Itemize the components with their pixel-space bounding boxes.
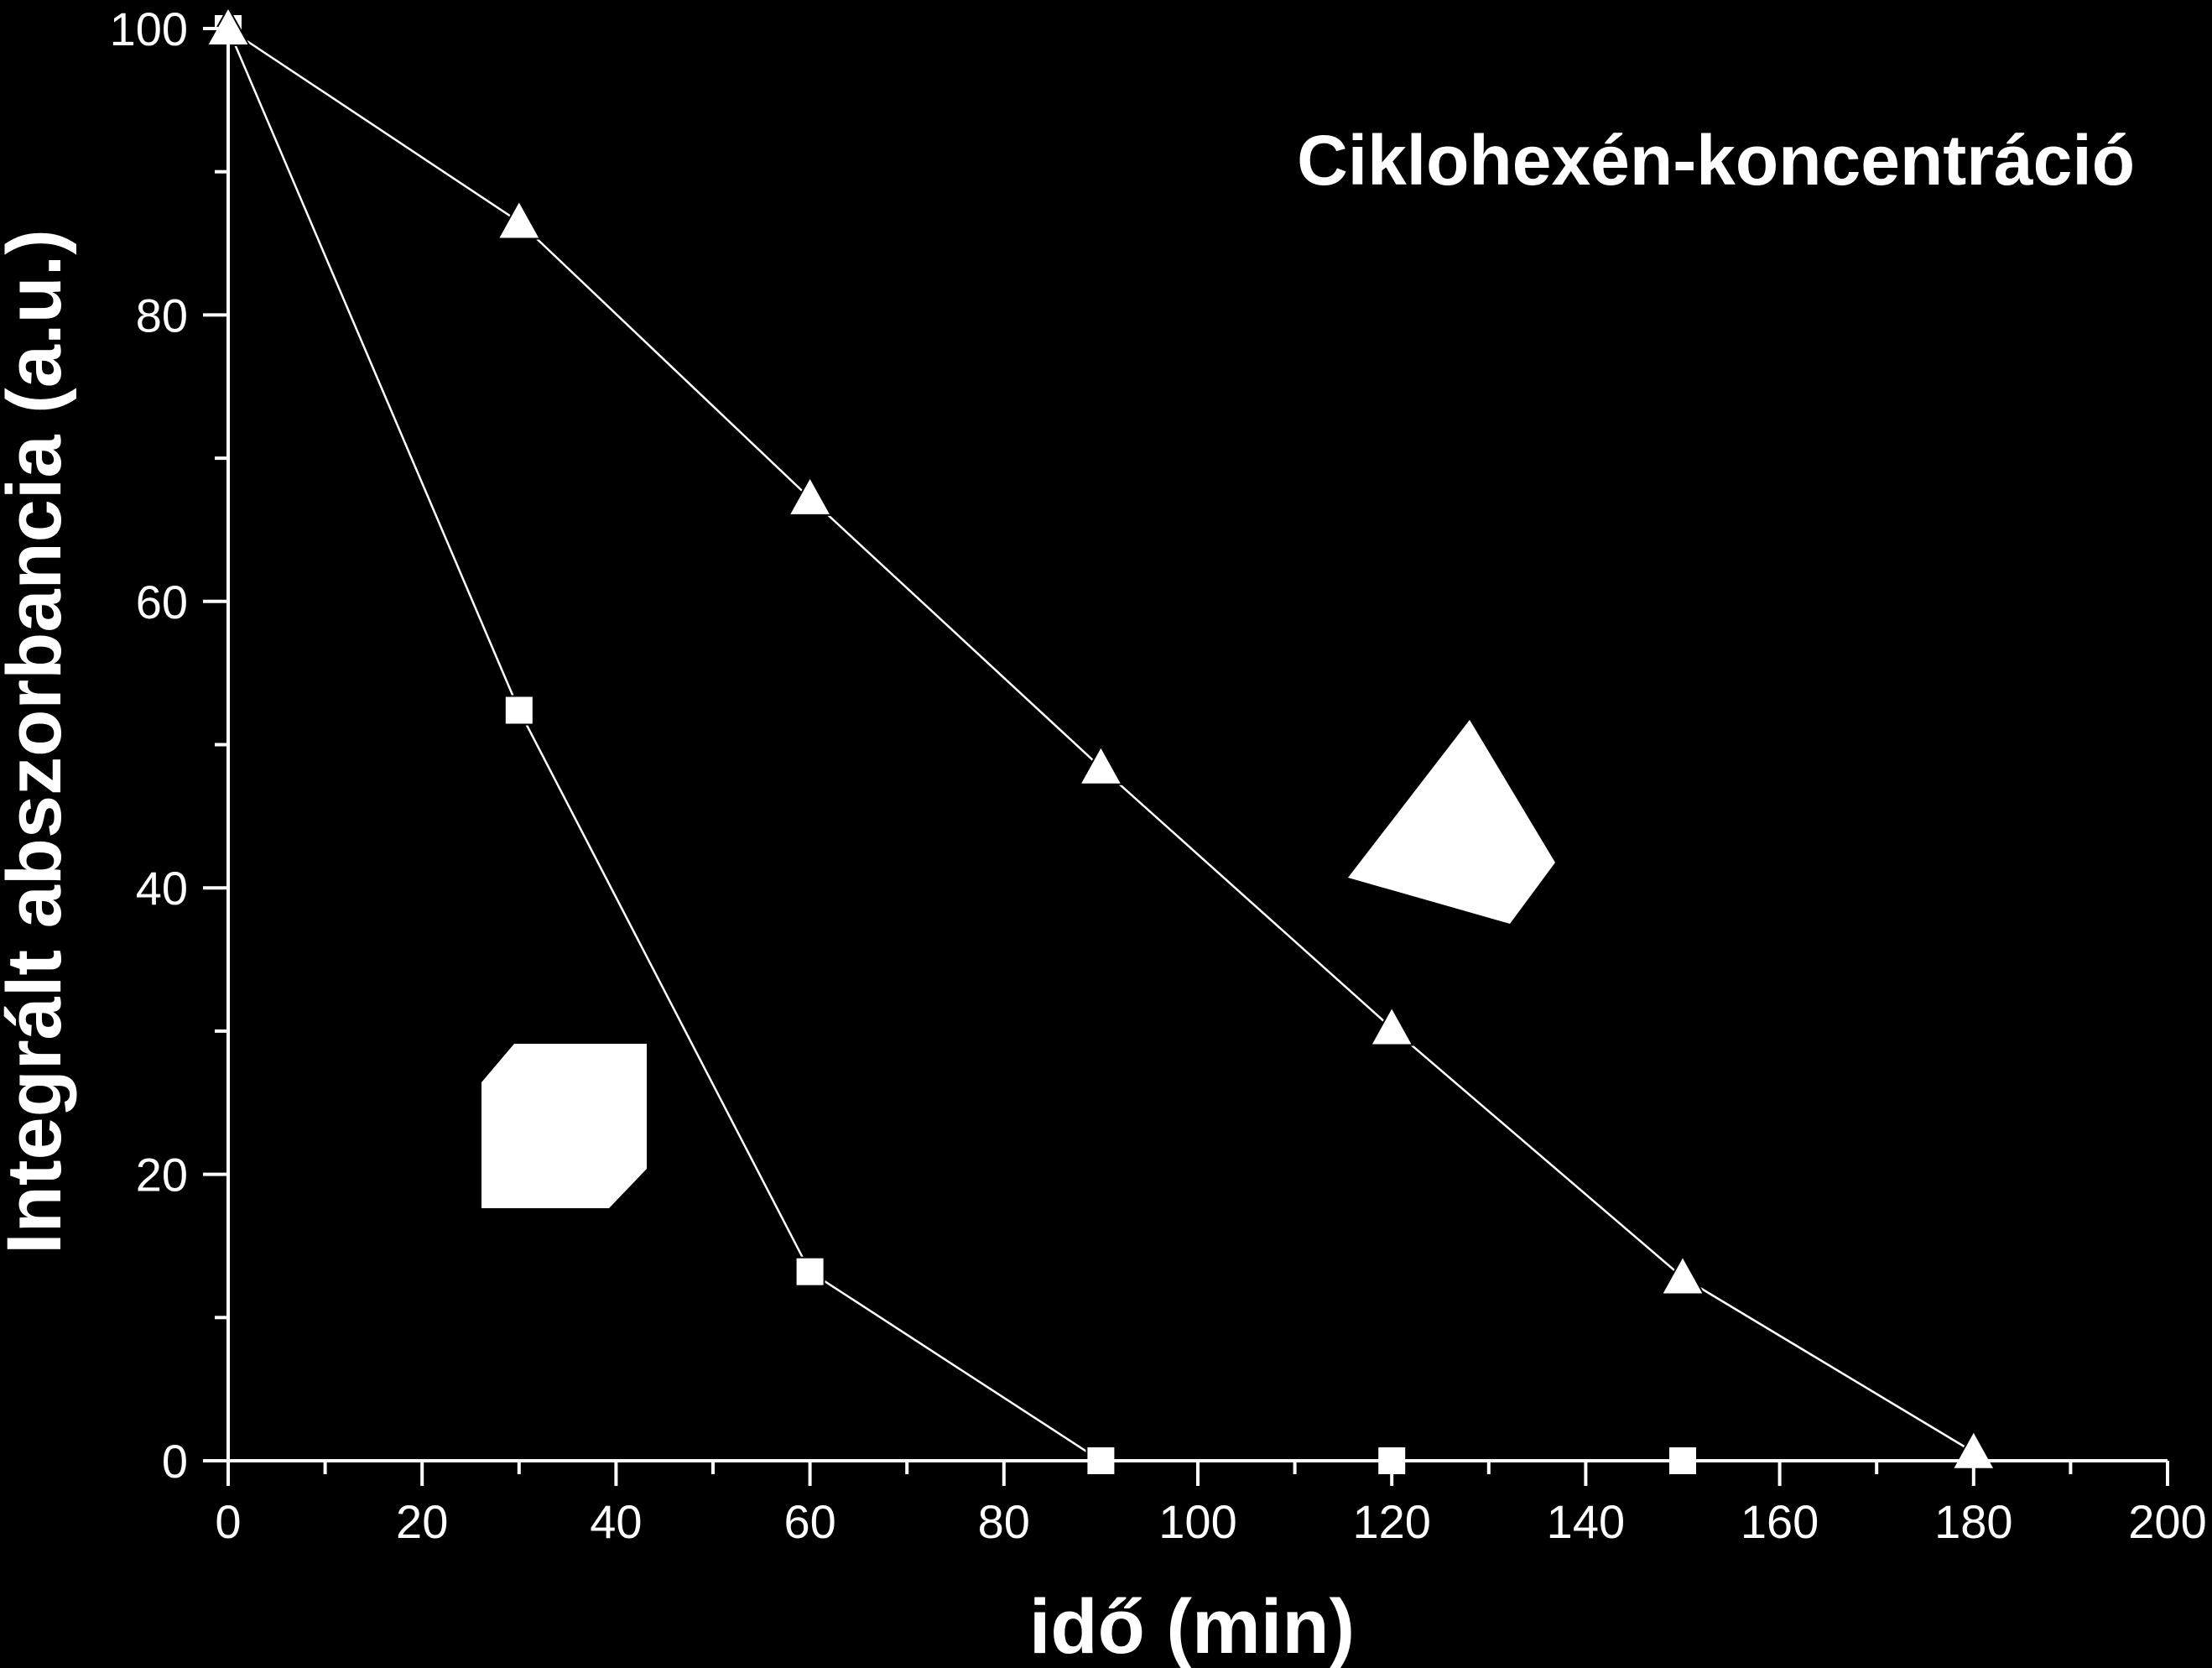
axes <box>226 29 2168 1462</box>
triangle-marker <box>1369 1005 1414 1046</box>
triangle-marker <box>787 475 833 516</box>
white-trapezoid-icon <box>1348 720 1555 924</box>
x-tick-label: 80 <box>978 1495 1030 1548</box>
y-tick-label: 0 <box>162 1435 188 1488</box>
y-tick-label: 80 <box>136 289 188 341</box>
x-tick-label: 120 <box>1352 1495 1430 1548</box>
x-tick-label: 200 <box>2128 1495 2206 1548</box>
y-tick-label: 40 <box>136 862 188 915</box>
x-tick-label: 100 <box>1158 1495 1236 1548</box>
triangle-marker <box>1078 744 1124 785</box>
x-tick-label: 20 <box>396 1495 448 1548</box>
chart-title: Ciklohexén-koncentráció <box>1297 121 2135 200</box>
y-tick-label: 100 <box>110 3 188 55</box>
x-tick-label: 160 <box>1741 1495 1819 1548</box>
x-tick-label: 140 <box>1547 1495 1625 1548</box>
square-marker <box>794 1256 825 1287</box>
marker-layer <box>206 5 1996 1476</box>
x-tick-label: 40 <box>590 1495 642 1548</box>
white-octagon-icon <box>481 1044 647 1208</box>
triangle-marker <box>1660 1254 1705 1295</box>
series-layer <box>226 27 1975 1462</box>
x-tick-label: 180 <box>1934 1495 2012 1548</box>
ticks: 0 20 40 60 80 100 120 140 160 180 200 0 20 40 60 80 100 <box>110 3 2207 1548</box>
x-axis-title: idő (min) <box>1029 1584 1355 1668</box>
x-tick-label: 0 <box>215 1495 241 1548</box>
legend-shapes <box>481 720 1555 1208</box>
y-tick-label: 60 <box>136 576 188 628</box>
y-tick-label: 20 <box>136 1149 188 1201</box>
x-tick-label: 60 <box>783 1495 835 1548</box>
y-axis-title: Integrált abszorbancia (a.u.) <box>0 229 77 1254</box>
triangle-marker <box>497 199 542 240</box>
series-line-triangle <box>227 27 1975 1453</box>
square-marker <box>503 695 534 726</box>
